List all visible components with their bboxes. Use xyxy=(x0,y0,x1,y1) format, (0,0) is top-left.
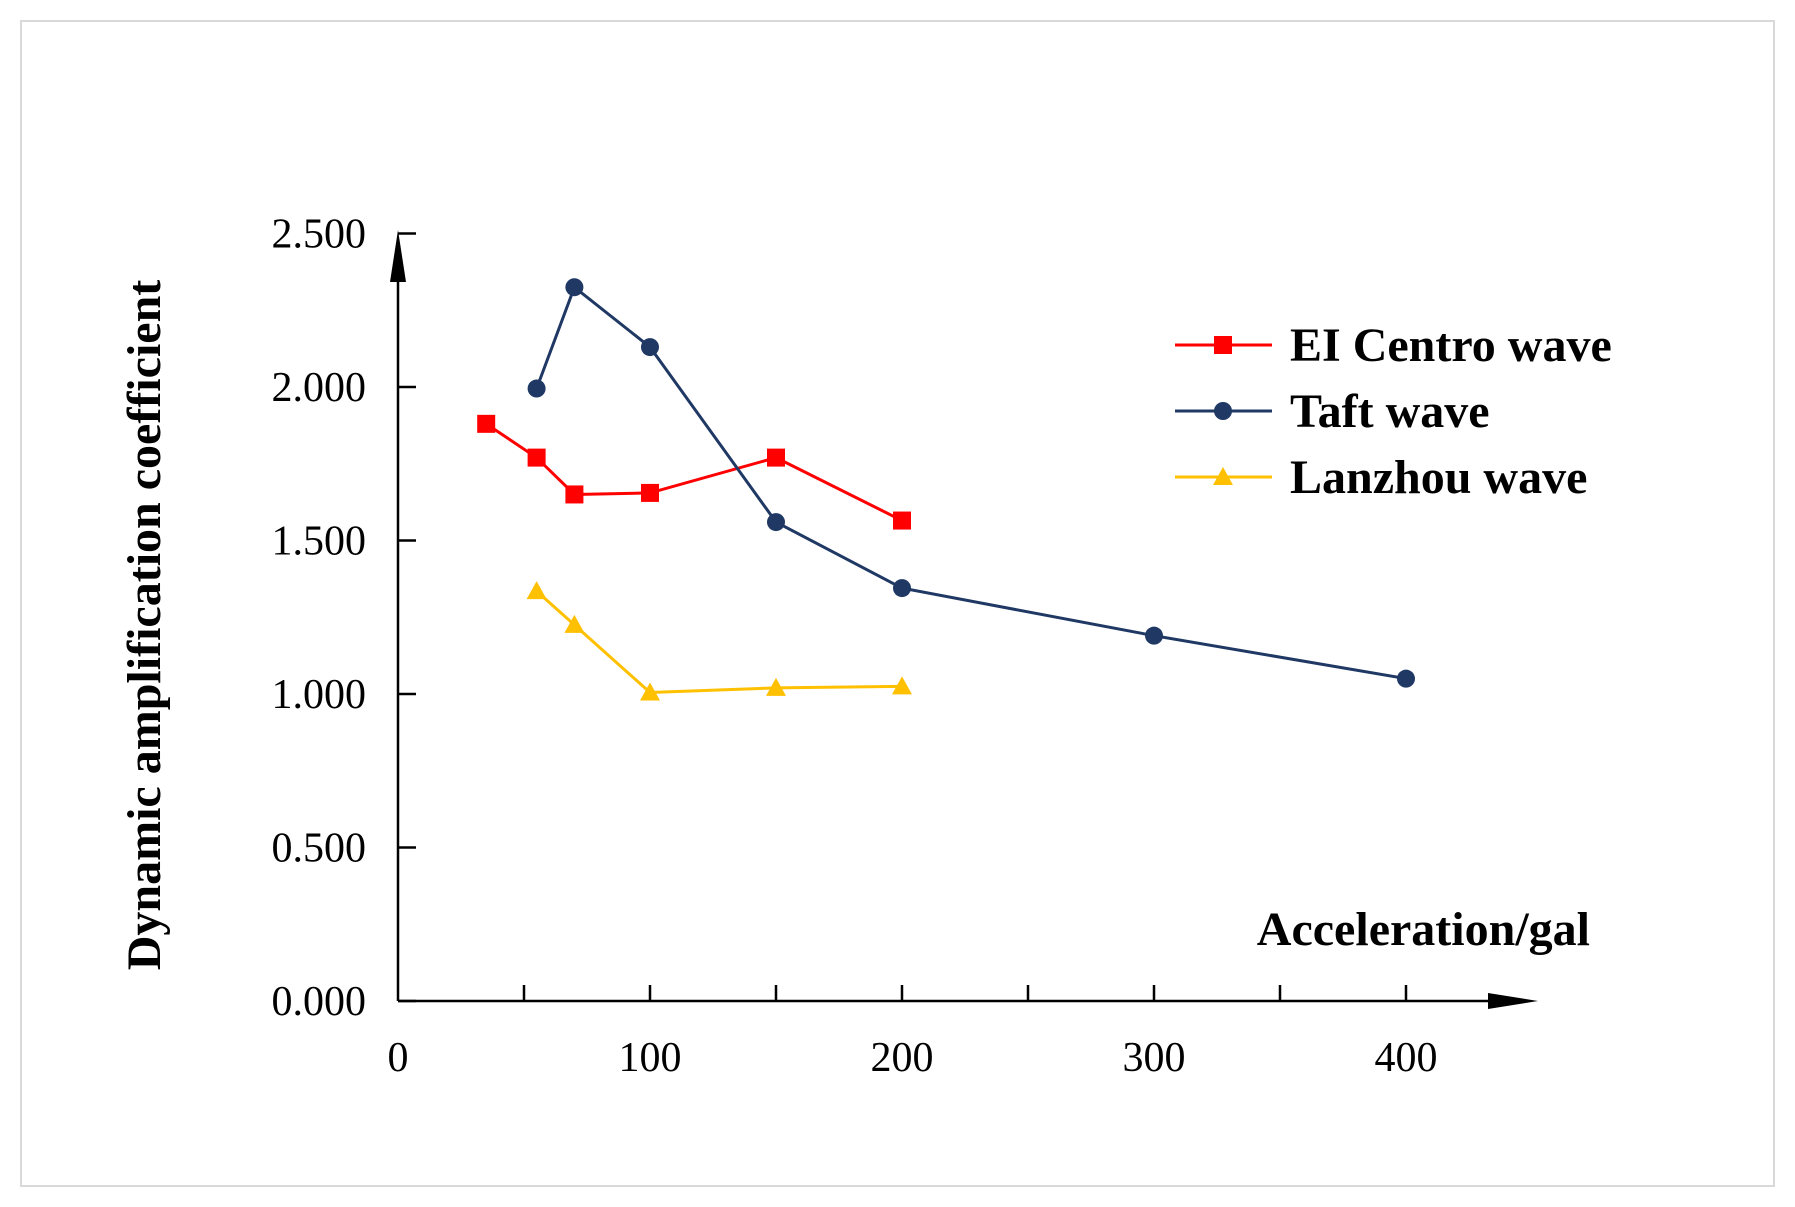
data-point xyxy=(527,448,546,467)
legend-item: Taft wave xyxy=(1175,385,1490,438)
data-point xyxy=(640,682,660,701)
data-point xyxy=(527,379,546,398)
x-tick-label: 0 xyxy=(388,1035,409,1081)
legend-label: EI Centro wave xyxy=(1290,319,1612,372)
data-point xyxy=(565,485,584,504)
series-line xyxy=(535,590,903,694)
series-layer xyxy=(477,278,1415,701)
data-point xyxy=(1397,669,1415,688)
series-ei-centro-wave xyxy=(477,414,911,530)
data-point xyxy=(564,614,585,633)
data-point xyxy=(893,511,911,530)
data-point xyxy=(477,414,496,433)
y-tick-label: 1.500 xyxy=(272,519,367,565)
y-tick-label: 1.000 xyxy=(272,672,367,718)
series-line xyxy=(535,284,1407,681)
data-point xyxy=(641,338,659,357)
series-taft-wave xyxy=(527,278,1415,688)
legend-marker xyxy=(1214,402,1232,420)
y-tick-label: 0.000 xyxy=(272,979,367,1025)
data-point xyxy=(565,278,584,297)
legend: EI Centro wave Taft wave Lanzhou wave xyxy=(1175,319,1612,504)
legend-item: EI Centro wave xyxy=(1175,319,1612,372)
legend-marker xyxy=(1214,336,1232,354)
chart-frame xyxy=(20,20,1775,1187)
data-point xyxy=(526,581,547,600)
data-point xyxy=(767,448,785,467)
legend-marker xyxy=(1213,467,1233,485)
series-lanzhou-wave xyxy=(526,581,912,701)
data-point xyxy=(892,676,912,695)
series-line xyxy=(485,422,903,522)
y-tick-label: 2.000 xyxy=(272,365,367,411)
ticks: 0.000 0.500 1.000 1.500 2.000 2.500 0 100 200 300… xyxy=(272,212,1438,1082)
x-tick-label: 300 xyxy=(1123,1035,1186,1081)
x-axis-title: Acceleration/gal xyxy=(1257,903,1590,956)
data-point xyxy=(766,677,786,696)
y-axis-title: Dynamic amplification coefficient xyxy=(118,280,171,971)
x-tick-label: 100 xyxy=(619,1035,682,1081)
x-axis-arrow xyxy=(1488,993,1538,1009)
y-axis-arrow xyxy=(390,230,406,282)
y-tick-label: 2.500 xyxy=(272,212,367,258)
data-point xyxy=(641,483,659,502)
data-point xyxy=(893,579,911,598)
y-tick-label: 0.500 xyxy=(272,826,367,872)
data-point xyxy=(767,513,785,532)
axes xyxy=(390,230,1538,1009)
x-tick-label: 200 xyxy=(871,1035,934,1081)
legend-item: Lanzhou wave xyxy=(1175,451,1587,504)
legend-label: Taft wave xyxy=(1290,385,1490,438)
x-tick-label: 400 xyxy=(1375,1035,1438,1081)
legend-label: Lanzhou wave xyxy=(1290,451,1587,504)
data-point xyxy=(1145,626,1163,645)
